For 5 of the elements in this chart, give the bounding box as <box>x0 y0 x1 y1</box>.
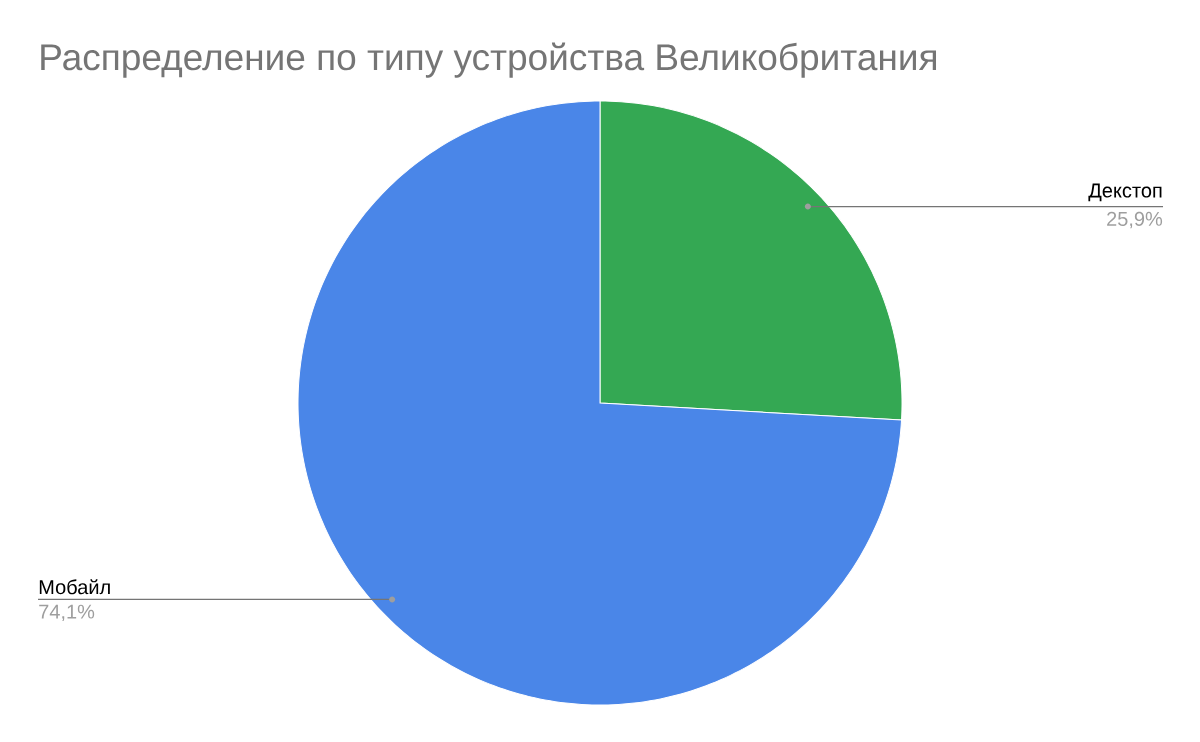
slice-label: Декстоп <box>1088 183 1162 202</box>
data-label: 25,9% <box>1107 211 1163 229</box>
data-label: 74,1% <box>39 604 95 622</box>
slice-label: Мобайл <box>39 579 110 595</box>
chart-title: Распределение по типу устройства Великобритания <box>41 42 937 78</box>
